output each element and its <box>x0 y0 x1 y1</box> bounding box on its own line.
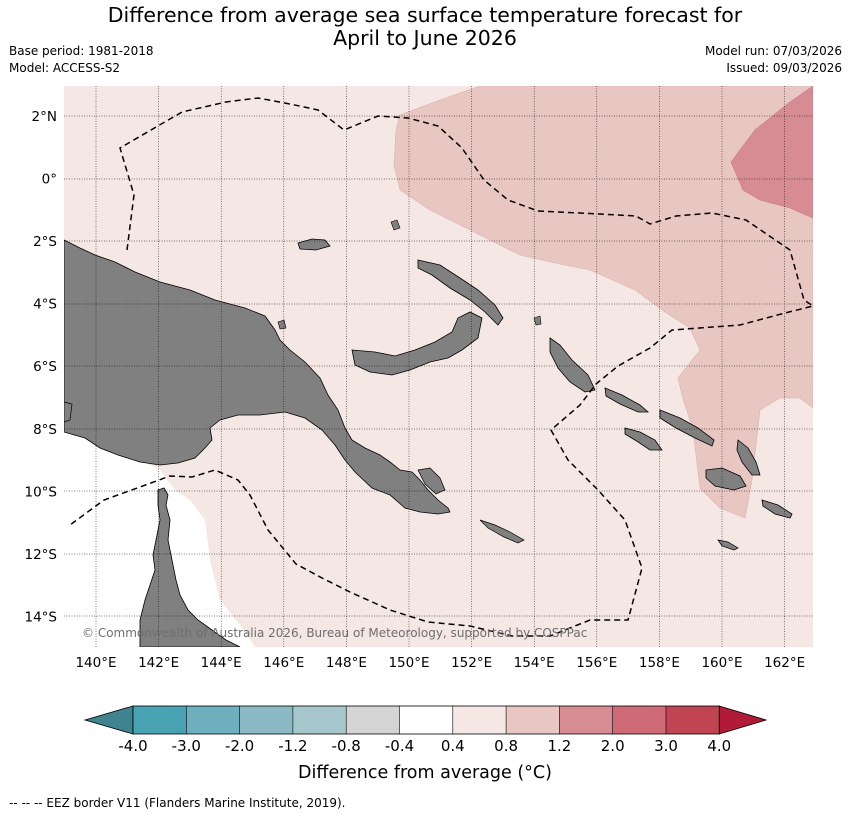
colorbar-tick-label: -0.4 <box>385 737 414 755</box>
colorbar-tick-label: -4.0 <box>118 737 147 755</box>
colorbar-tick-label: -0.8 <box>332 737 361 755</box>
issued-date: Issued: 09/03/2026 <box>726 61 842 75</box>
lon-tick-label: 162°E <box>764 655 805 671</box>
land-malaita <box>736 439 761 476</box>
graticule <box>64 86 813 647</box>
lat-tick-label: 8°S <box>33 422 57 438</box>
map-panel: © Commonwealth of Australia 2026, Bureau… <box>64 86 813 647</box>
meta-left: Base period: 1981-2018 Model: ACCESS-S2 <box>9 43 154 77</box>
colorbar-tick-label: -3.0 <box>172 737 201 755</box>
lon-tick-label: 158°E <box>639 655 680 671</box>
lat-tick-label: 2°S <box>33 234 57 250</box>
lon-tick-label: 146°E <box>263 655 304 671</box>
lat-tick-label: 0° <box>42 172 57 188</box>
land-australia <box>139 487 241 647</box>
lon-tick-label: 142°E <box>138 655 179 671</box>
model-name: Model: ACCESS-S2 <box>9 61 121 75</box>
lat-tick-label: 12°S <box>25 547 58 563</box>
colorbar-arrow-high <box>718 705 768 735</box>
anomaly-region-0.8-1.2 <box>393 86 813 519</box>
colorbar-tick-label: 0.4 <box>441 737 465 755</box>
colorbar-segment <box>559 706 613 734</box>
colorbar-tick-label: -1.2 <box>278 737 307 755</box>
lon-tick-label: 152°E <box>451 655 492 671</box>
colorbar-tick-label: 3.0 <box>654 737 678 755</box>
lon-tick-label: 156°E <box>576 655 617 671</box>
anomaly-region-1.2-2.0 <box>730 86 813 219</box>
lon-tick-label: 150°E <box>388 655 429 671</box>
colorbar-tick-label: 1.2 <box>547 737 571 755</box>
land-new-britain <box>351 311 483 376</box>
colorbar-segment <box>186 706 240 734</box>
colorbar-segment <box>292 706 347 734</box>
title-line-1: Difference from average sea surface temp… <box>107 3 743 27</box>
title-line-2: April to June 2026 <box>333 26 517 50</box>
colorbar-title: Difference from average (°C) <box>298 763 552 783</box>
land-new-ireland <box>417 259 504 326</box>
lon-tick-label: 160°E <box>701 655 742 671</box>
longitude-tick-labels: 140°E 142°E 144°E 146°E 148°E 150°E 152°E 154°E… <box>75 655 805 671</box>
copyright-notice: © Commonwealth of Australia 2026, Bureau… <box>82 626 587 640</box>
colorbar-segment <box>612 706 666 734</box>
colorbar-segment <box>133 706 187 734</box>
latitude-tick-labels: 2°N 0° 2°S 4°S 6°S 8°S 10°S 12°S 14°S <box>25 109 58 625</box>
chart-title: Difference from average sea surface temp… <box>0 4 850 50</box>
colorbar-tick-label: 2.0 <box>601 737 625 755</box>
colorbar-tick-label: 4.0 <box>707 737 731 755</box>
colorbar-arrow-low <box>83 705 134 735</box>
land-new-guinea <box>64 239 451 515</box>
lat-tick-label: 10°S <box>25 484 58 500</box>
lon-tick-label: 140°E <box>75 655 116 671</box>
land-islet-3 <box>533 315 542 326</box>
land-manus <box>297 238 331 251</box>
colorbar-frame <box>132 705 720 735</box>
colorbar-segment <box>346 706 400 734</box>
colorbar-tick-label: -2.0 <box>225 737 254 755</box>
land-frederik-hendrik <box>64 401 73 423</box>
lon-tick-label: 154°E <box>514 655 555 671</box>
land-islet-1 <box>390 219 401 231</box>
lat-tick-label: 2°N <box>32 109 57 125</box>
land-goodenough-islands <box>417 467 446 495</box>
colorbar: -4.0 -3.0 -2.0 -1.2 -0.8 -0.4 0.4 0.8 1.2 2.0 3.0 4… <box>83 705 768 755</box>
lat-tick-label: 14°S <box>25 609 58 625</box>
colorbar-segment <box>506 706 560 734</box>
land-louisiade-islands <box>479 519 525 544</box>
land-guadalcanal <box>705 467 747 491</box>
colorbar-tick-label: 0.8 <box>494 737 518 755</box>
colorbar-segment <box>239 706 293 734</box>
land-choiseul <box>604 387 650 413</box>
land-santa-isabel <box>659 409 715 447</box>
land-rennell <box>717 539 739 551</box>
colorbar-segment <box>452 706 507 734</box>
colorbar-segment <box>399 706 453 734</box>
eez-footnote: -- -- -- EEZ border V11 (Flanders Marine… <box>9 796 346 810</box>
lon-tick-label: 148°E <box>326 655 367 671</box>
colorbar-segment <box>666 706 720 734</box>
lon-tick-label: 144°E <box>201 655 242 671</box>
land-new-georgia <box>624 427 663 451</box>
meta-right: Model run: 07/03/2026 Issued: 09/03/2026 <box>705 43 842 77</box>
lat-tick-label: 6°S <box>33 359 57 375</box>
lat-tick-label: 4°S <box>33 297 57 313</box>
model-run: Model run: 07/03/2026 <box>704 44 842 58</box>
base-period: Base period: 1981-2018 <box>9 44 154 58</box>
